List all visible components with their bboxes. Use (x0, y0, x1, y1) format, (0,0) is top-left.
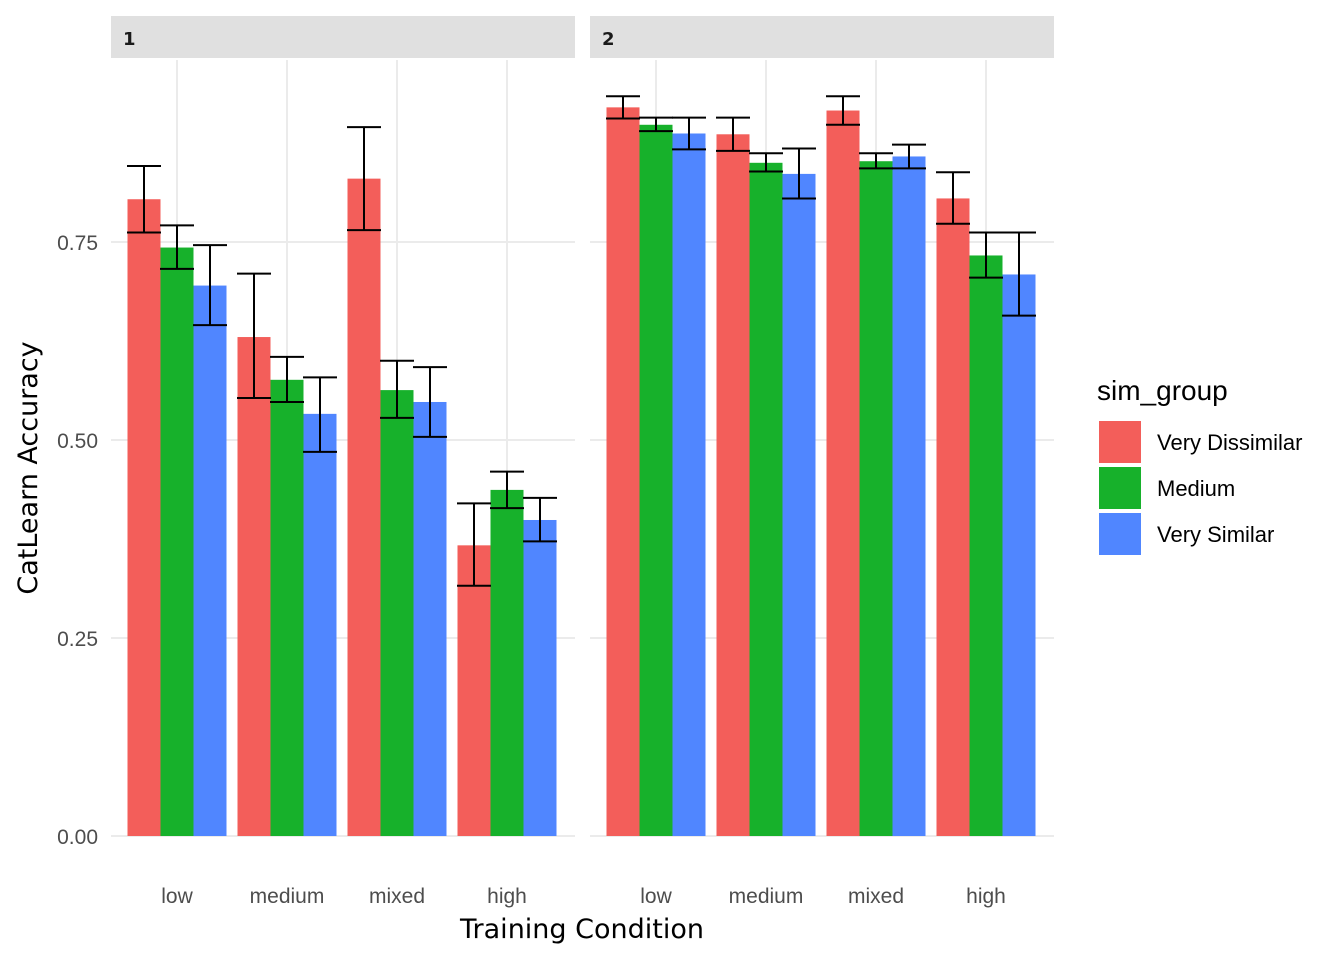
panel-strip-label: 2 (602, 29, 615, 50)
y-tick-label: 0.50 (57, 430, 98, 453)
panel-2: 2 low medium mixed high (590, 16, 1054, 908)
x-axis-title: Training Condition (459, 914, 704, 945)
panel-1: 1 low medium mixed high (111, 16, 575, 908)
bar (127, 199, 161, 836)
x-tick-label: high (966, 885, 1006, 908)
x-tick-label: mixed (848, 885, 904, 908)
error-bar (490, 470, 524, 510)
legend: sim_group Very Dissimilar Medium Very Simi… (1097, 375, 1302, 555)
error-bar (160, 224, 194, 270)
error-bar (413, 366, 447, 438)
legend-label: Medium (1157, 476, 1235, 501)
panel-strip (590, 16, 1054, 58)
x-tick-label: low (161, 885, 193, 908)
bar (782, 173, 816, 836)
error-bar (782, 147, 816, 200)
bar (936, 198, 970, 836)
error-bar (969, 231, 1003, 279)
bar (523, 519, 557, 836)
bar (270, 379, 304, 836)
error-bar (936, 171, 970, 225)
y-axis-title: CatLearn Accuracy (13, 341, 44, 594)
error-bar (237, 272, 271, 400)
error-bar (716, 116, 750, 152)
legend-swatch (1099, 513, 1141, 555)
panels: 1 low medium mixed high 2 low medium mixed high (111, 16, 1054, 908)
bar (1002, 274, 1036, 836)
error-bar (193, 244, 227, 327)
error-bar (303, 376, 337, 453)
x-tick-label: low (640, 885, 672, 908)
bar (413, 401, 447, 836)
legend-swatch (1099, 421, 1141, 463)
bar (303, 413, 337, 836)
legend-label: Very Dissimilar (1157, 430, 1302, 455)
legend-items: Very Dissimilar Medium Very Similar (1099, 421, 1302, 555)
error-bar (380, 359, 414, 419)
bar (193, 285, 227, 836)
x-tick-label: mixed (369, 885, 425, 908)
legend-title: sim_group (1097, 375, 1228, 406)
error-bar (826, 95, 860, 126)
legend-item: Very Dissimilar (1099, 421, 1302, 463)
bar (457, 545, 491, 836)
error-bar (347, 126, 381, 232)
error-bar (639, 116, 673, 133)
bar (160, 247, 194, 836)
error-bar (749, 152, 783, 173)
error-bar (859, 152, 893, 170)
bar (606, 107, 640, 837)
bar (826, 110, 860, 836)
bar (892, 156, 926, 837)
y-tick-label: 0.00 (57, 826, 98, 849)
y-axis-ticks: 0.00 0.25 0.50 0.75 (57, 232, 98, 849)
bar (672, 133, 706, 837)
error-bar (606, 95, 640, 120)
bar (716, 134, 750, 837)
bar (490, 489, 524, 836)
error-bar (270, 355, 304, 403)
y-tick-label: 0.25 (57, 628, 98, 651)
bar (237, 337, 271, 836)
error-bar (523, 496, 557, 543)
panel-strip-label: 1 (123, 29, 136, 50)
legend-swatch (1099, 467, 1141, 509)
error-bar (892, 143, 926, 170)
x-tick-label: medium (729, 885, 804, 908)
legend-label: Very Similar (1157, 522, 1274, 547)
bar (347, 178, 381, 836)
legend-item: Very Similar (1099, 513, 1274, 555)
bar (380, 390, 414, 836)
bar (859, 161, 893, 836)
error-bar (1002, 231, 1036, 317)
bar (639, 124, 673, 836)
legend-item: Medium (1099, 467, 1235, 509)
bar (969, 255, 1003, 837)
error-bar (127, 164, 161, 234)
x-tick-label: medium (250, 885, 325, 908)
x-tick-label: high (487, 885, 527, 908)
y-tick-label: 0.75 (57, 232, 98, 255)
panel-strip (111, 16, 575, 58)
error-bar (457, 502, 491, 587)
error-bar (672, 116, 706, 151)
bar (749, 162, 783, 837)
